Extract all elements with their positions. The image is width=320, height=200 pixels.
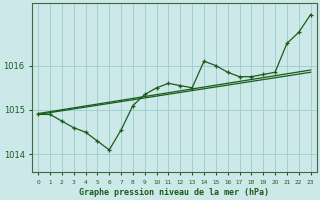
X-axis label: Graphe pression niveau de la mer (hPa): Graphe pression niveau de la mer (hPa) [79,188,269,197]
